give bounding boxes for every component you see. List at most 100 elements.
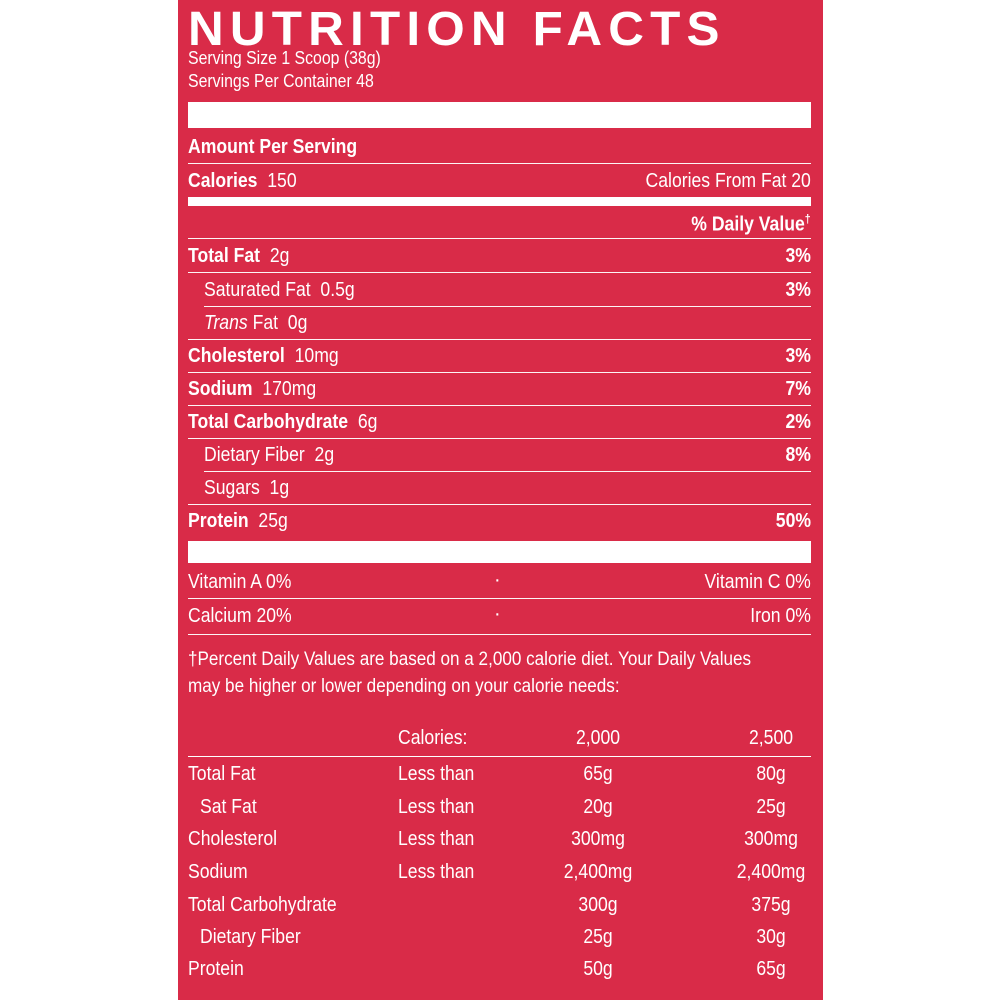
ref-col2: 30g bbox=[756, 926, 786, 948]
thick-divider-middle bbox=[188, 541, 811, 563]
nutrient-amount: 0g bbox=[287, 312, 308, 334]
nutrient-dietary-fiber: Dietary Fiber 2g bbox=[204, 445, 334, 465]
nutrient-amount: 1g bbox=[269, 477, 290, 499]
divider bbox=[188, 163, 811, 164]
nutrition-label: NUTRITION FACTS Serving Size 1 Scoop (38… bbox=[188, 0, 811, 1000]
iron: Iron 0% bbox=[750, 605, 811, 627]
ref-col2: 2,400mg bbox=[736, 861, 806, 883]
nutrient-dv: 7% bbox=[785, 378, 811, 400]
label-title: NUTRITION FACTS bbox=[188, 3, 726, 56]
daily-value-header: % Daily Value† bbox=[692, 213, 811, 235]
ref-col2: 300mg bbox=[744, 828, 798, 850]
separator-dot: · bbox=[494, 569, 501, 591]
nutrient-cholesterol: Cholesterol 10mg bbox=[188, 346, 339, 366]
ref-col1: 300g bbox=[578, 894, 618, 916]
nutrient-name-italic: Trans bbox=[204, 312, 248, 334]
nutrient-dv: 3% bbox=[785, 245, 811, 267]
nutrient-name: Dietary Fiber bbox=[204, 444, 305, 466]
divider bbox=[188, 634, 811, 635]
ref-name: Dietary Fiber bbox=[200, 926, 301, 948]
nutrient-sugars: Sugars 1g bbox=[204, 478, 289, 498]
footnote-line-2: may be higher or lower depending on your… bbox=[188, 676, 620, 697]
ref-qualifier: Less than bbox=[398, 861, 475, 883]
daily-value-label: % Daily Value bbox=[691, 213, 806, 236]
divider bbox=[188, 238, 811, 239]
nutrient-amount: 170mg bbox=[262, 378, 317, 400]
nutrient-total-fat: Total Fat 2g bbox=[188, 246, 289, 266]
ref-col1: 65g bbox=[583, 763, 613, 785]
nutrient-dv: 50% bbox=[775, 510, 811, 532]
label-background bbox=[178, 0, 823, 1000]
divider bbox=[188, 438, 811, 439]
nutrient-name: Protein bbox=[188, 510, 249, 532]
ref-name: Cholesterol bbox=[188, 828, 278, 850]
nutrient-dv: 2% bbox=[785, 411, 811, 433]
nutrient-dv: 8% bbox=[785, 444, 811, 466]
nutrient-name: Fat bbox=[252, 312, 279, 334]
nutrient-protein: Protein 25g bbox=[188, 511, 288, 531]
ref-name: Total Carbohydrate bbox=[188, 894, 337, 916]
ref-qualifier: Less than bbox=[398, 763, 475, 785]
ref-col1: 25g bbox=[583, 926, 613, 948]
nutrient-name: Saturated Fat bbox=[204, 279, 311, 301]
ref-col1-header: 2,000 bbox=[575, 727, 621, 749]
ref-col1: 2,400mg bbox=[563, 861, 633, 883]
calories-value: 150 bbox=[267, 170, 297, 192]
nutrient-amount: 2g bbox=[269, 245, 290, 267]
calories-from-fat: Calories From Fat 20 bbox=[645, 170, 811, 192]
ref-col1: 300mg bbox=[571, 828, 625, 850]
divider bbox=[188, 339, 811, 340]
ref-calories-label: Calories: bbox=[398, 727, 468, 749]
footnote-line-1: †Percent Daily Values are based on a 2,0… bbox=[188, 649, 752, 670]
nutrient-sodium: Sodium 170mg bbox=[188, 379, 316, 399]
nutrient-name: Total Carbohydrate bbox=[188, 411, 349, 433]
nutrient-name: Cholesterol bbox=[188, 345, 285, 367]
ref-col2: 65g bbox=[756, 958, 786, 980]
ref-col2: 375g bbox=[751, 894, 791, 916]
divider bbox=[188, 504, 811, 505]
calories-label: Calories bbox=[188, 170, 258, 192]
ref-name: Sodium bbox=[188, 861, 248, 883]
divider bbox=[188, 405, 811, 406]
ref-qualifier: Less than bbox=[398, 796, 475, 818]
ref-col2-header: 2,500 bbox=[748, 727, 794, 749]
nutrient-dv: 3% bbox=[785, 279, 811, 301]
nutrient-name: Sugars bbox=[204, 477, 260, 499]
divider bbox=[188, 272, 811, 273]
nutrient-amount: 2g bbox=[314, 444, 335, 466]
divider bbox=[188, 372, 811, 373]
ref-col1: 20g bbox=[583, 796, 613, 818]
divider bbox=[204, 306, 811, 307]
vitamin-a: Vitamin A 0% bbox=[188, 571, 292, 593]
ref-col1: 50g bbox=[583, 958, 613, 980]
divider bbox=[188, 756, 811, 757]
nutrient-total-carbohydrate: Total Carbohydrate 6g bbox=[188, 412, 377, 432]
serving-size: Serving Size 1 Scoop (38g) bbox=[188, 48, 381, 68]
nutrient-trans-fat: Trans Fat 0g bbox=[204, 313, 307, 333]
medium-divider bbox=[188, 197, 811, 206]
divider bbox=[204, 471, 811, 472]
ref-qualifier: Less than bbox=[398, 828, 475, 850]
nutrient-amount: 6g bbox=[357, 411, 378, 433]
calcium: Calcium 20% bbox=[188, 605, 292, 627]
nutrient-name: Sodium bbox=[188, 378, 253, 400]
servings-per-container: Servings Per Container 48 bbox=[188, 71, 374, 91]
daily-value-mark: † bbox=[805, 212, 811, 226]
nutrient-name: Total Fat bbox=[188, 245, 261, 267]
nutrient-amount: 10mg bbox=[294, 345, 339, 367]
ref-name: Protein bbox=[188, 958, 244, 980]
ref-col2: 80g bbox=[756, 763, 786, 785]
amount-per-serving: Amount Per Serving bbox=[188, 136, 358, 158]
ref-name: Total Fat bbox=[188, 763, 256, 785]
vitamin-c: Vitamin C 0% bbox=[704, 571, 811, 593]
ref-name: Sat Fat bbox=[200, 796, 257, 818]
calories-row: Calories 150 bbox=[188, 171, 297, 191]
nutrient-dv: 3% bbox=[785, 345, 811, 367]
thick-divider-top bbox=[188, 102, 811, 128]
nutrient-amount: 0.5g bbox=[320, 279, 355, 301]
divider bbox=[188, 598, 811, 599]
separator-dot: · bbox=[494, 603, 501, 625]
nutrient-saturated-fat: Saturated Fat 0.5g bbox=[204, 280, 355, 300]
ref-col2: 25g bbox=[756, 796, 786, 818]
nutrient-amount: 25g bbox=[258, 510, 288, 532]
